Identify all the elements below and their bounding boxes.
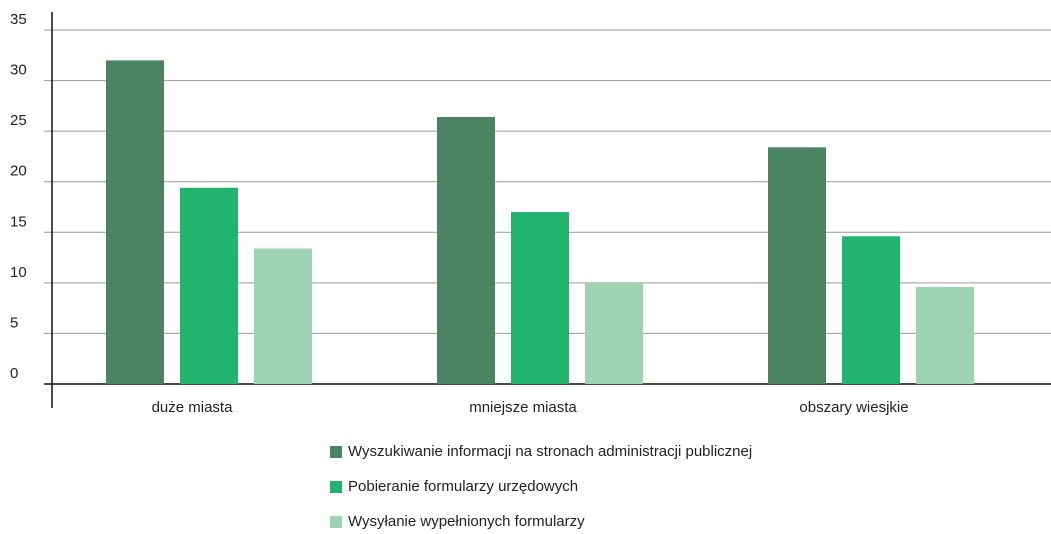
y-tick-label: 35: [10, 11, 27, 28]
bar: [106, 60, 164, 384]
legend-label: Wyszukiwanie informacji na stronach admi…: [348, 443, 752, 460]
x-tick-label: duże miasta: [152, 399, 234, 416]
y-tick-label: 0: [10, 365, 18, 382]
legend-swatch: [330, 481, 342, 493]
bar: [585, 282, 643, 384]
bar: [768, 147, 826, 384]
y-tick-label: 15: [10, 213, 27, 230]
legend-label: Wysyłanie wypełnionych formularzy: [348, 513, 585, 530]
y-tick-label: 30: [10, 62, 27, 79]
bar: [511, 212, 569, 384]
bar: [437, 116, 495, 385]
x-tick-label: obszary wiesjkie: [799, 399, 908, 416]
bar: [180, 187, 238, 384]
y-tick-label: 5: [10, 314, 18, 331]
y-tick-label: 25: [10, 112, 27, 129]
legend-swatch: [330, 516, 342, 528]
bar: [916, 286, 974, 384]
y-tick-label: 20: [10, 163, 27, 180]
legend-swatch: [330, 446, 342, 458]
bar: [842, 236, 900, 384]
y-tick-label: 10: [10, 264, 27, 281]
x-tick-label: mniejsze miasta: [469, 399, 577, 416]
legend-label: Pobieranie formularzy urzędowych: [348, 478, 578, 495]
bar: [254, 248, 312, 384]
